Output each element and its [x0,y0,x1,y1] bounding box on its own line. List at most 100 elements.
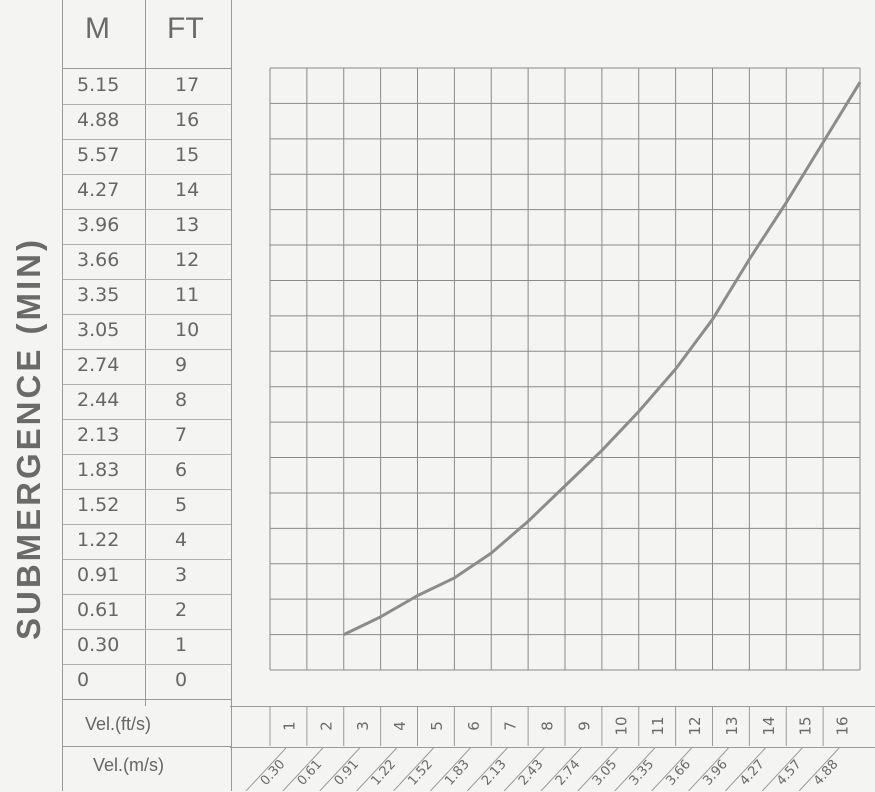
table-row: 0.30 1 [63,629,231,665]
table-row: 1.52 5 [63,489,231,525]
x-tick-label-fts: 9 [575,721,593,731]
vel-ms-cell-divider [282,747,324,791]
table-row: 5.15 17 [63,69,231,105]
row-feet: 15 [175,144,200,166]
x-tick-label-ms: 4.27 [737,757,768,789]
table-row: 2.74 9 [63,349,231,385]
vel-ms-label: Vel.(m/s) [93,755,165,775]
x-tick-label-fts: 14 [760,716,778,735]
conversion-table: M FT 5.15 17 4.88 16 5.57 15 4.27 14 3.96 13 3.66 1… [62,0,232,791]
vel-ms-cell-divider [245,747,287,791]
table-row: 1.22 4 [63,524,231,560]
vel-ms-cell-divider [688,747,729,791]
table-row: 2.44 8 [63,384,231,420]
vel-ms-cell-divider [540,747,582,791]
x-tick-label-fts: 16 [834,716,852,735]
row-feet: 6 [175,459,188,481]
vel-fts-row: Vel.(ft/s) [63,706,231,747]
x-tick-label-ms: 3.96 [700,757,731,789]
vel-ms-cell-divider [798,747,840,791]
row-meters: 1.52 [77,494,120,516]
table-row: 5.57 15 [63,139,231,175]
row-meters: 3.96 [77,214,120,236]
x-tick-label-ms: 3.66 [663,757,694,789]
x-tick-label-ms: 0.61 [295,757,326,789]
x-tick-label-fts: 1 [280,721,298,731]
x-tick-label-ms: 1.83 [442,757,473,789]
table-row: 0.61 2 [63,594,231,630]
row-meters: 1.22 [77,529,120,551]
vel-ms-cell-divider [614,747,656,791]
vel-fts-strip [230,706,875,747]
table-row: 1.83 6 [63,454,231,490]
vel-ms-strip [230,747,875,792]
y-axis-title: SUBMERGENCE (MIN) [0,0,60,791]
x-tick-label-fts: 2 [317,721,335,731]
vel-ms-cell-divider [319,747,361,791]
vel-ms-cell-divider [430,747,471,791]
x-tick-label-ms: 3.35 [627,757,658,789]
row-feet: 7 [175,424,188,446]
vel-ms-cell-divider [725,747,766,791]
row-feet: 14 [175,179,200,201]
table-row: 0.91 3 [63,559,231,595]
x-tick-label-fts: 12 [686,716,704,735]
row-feet: 12 [175,249,200,271]
row-meters: 0 [77,669,90,691]
x-tick-label-ms: 0.30 [258,757,289,789]
series-line [343,81,862,636]
x-tick-label-fts: 5 [428,721,446,731]
row-meters: 2.44 [77,389,120,411]
row-meters: 5.15 [77,74,120,96]
x-tick-label-fts: 6 [465,721,483,731]
row-meters: 4.27 [77,179,120,201]
row-feet: 3 [175,564,188,586]
vel-ms-row: Vel.(m/s) [63,747,231,791]
vel-ms-cell-divider [393,747,434,791]
x-tick-label-ms: 3.05 [590,757,621,789]
row-feet: 16 [175,109,200,131]
row-feet: 1 [175,634,188,656]
table-row: 4.27 14 [63,174,231,210]
row-feet: 10 [175,319,200,341]
x-tick-label-ms: 1.52 [405,757,436,789]
header-ft: FT [167,12,204,45]
row-feet: 5 [175,494,188,516]
vel-ms-cell-divider [356,747,397,791]
table-row: 3.05 10 [63,314,231,350]
row-meters: 2.13 [77,424,120,446]
table-row: 3.35 11 [63,279,231,315]
table-divider [145,0,146,706]
row-feet: 9 [175,354,188,376]
row-feet: 13 [175,214,200,236]
table-row: 2.13 7 [63,419,231,455]
x-tick-label-fts: 4 [391,721,409,731]
x-tick-label-fts: 7 [502,721,520,731]
x-tick-label-ms: 2.43 [516,757,547,789]
x-tick-label-ms: 0.91 [332,757,363,789]
x-tick-label-ms: 2.74 [553,757,584,789]
table-row: 3.96 13 [63,209,231,245]
header-m: M [85,12,110,45]
row-meters: 4.88 [77,109,120,131]
x-tick-label-ms: 1.22 [368,757,399,789]
row-meters: 0.30 [77,634,120,656]
row-meters: 3.66 [77,249,120,271]
row-meters: 2.74 [77,354,120,376]
x-tick-label-ms: 4.57 [774,757,805,789]
vel-fts-label: Vel.(ft/s) [85,714,152,734]
vel-ms-cell-divider [503,747,545,791]
row-feet: 0 [175,669,188,691]
row-feet: 11 [175,284,200,306]
x-tick-label-fts: 10 [612,716,630,735]
row-feet: 2 [175,599,188,621]
row-feet: 8 [175,389,188,411]
x-tick-label-fts: 3 [354,721,372,731]
y-axis-title-text: SUBMERGENCE (MIN) [10,237,47,640]
row-meters: 3.05 [77,319,120,341]
vel-ms-cell-divider [577,747,619,791]
x-tick-label-fts: 13 [723,716,741,735]
vel-ms-cell-divider [651,747,692,791]
